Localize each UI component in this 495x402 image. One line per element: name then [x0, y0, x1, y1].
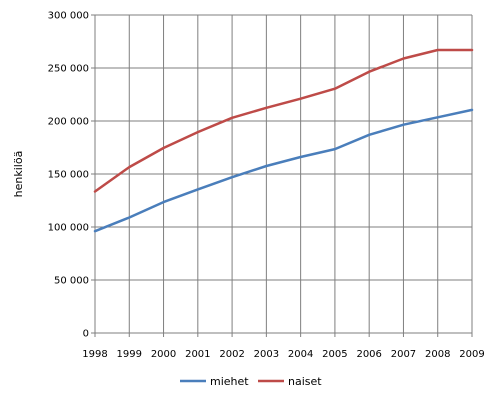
- x-tick-label: 2005: [322, 349, 347, 360]
- y-tick-label: 100 000: [48, 223, 89, 234]
- x-tick-label: 1998: [82, 349, 107, 360]
- y-tick-label: 200 000: [48, 117, 89, 128]
- x-tick-label: 1999: [117, 349, 142, 360]
- y-tick-label: 0: [83, 329, 89, 340]
- x-axis-ticks: 1998 1999 2000 2001 2002 2003 2004 2005 2006 2007…: [82, 333, 485, 360]
- x-tick-label: 2002: [219, 349, 244, 360]
- x-tick-label: 2004: [288, 349, 313, 360]
- y-tick-label: 150 000: [48, 170, 89, 181]
- series-line-naiset: [93, 48, 474, 193]
- series-line-miehet: [93, 108, 474, 233]
- y-axis-ticks: 0 50 000 100 000 150 000 200 000 250 000 300 0…: [48, 11, 95, 340]
- x-tick-label: 2006: [356, 349, 381, 360]
- legend-label-naiset: naiset: [288, 375, 322, 388]
- legend-label-miehet: miehet: [210, 375, 249, 388]
- y-tick-label: 300 000: [48, 11, 89, 22]
- y-tick-label: 50 000: [54, 276, 89, 287]
- x-tick-label: 2000: [151, 349, 176, 360]
- x-tick-label: 2008: [425, 349, 450, 360]
- series-lines: [93, 48, 474, 233]
- y-tick-label: 250 000: [48, 64, 89, 75]
- x-tick-label: 2009: [459, 349, 484, 360]
- x-tick-label: 2001: [185, 349, 210, 360]
- legend: miehet naiset: [180, 375, 322, 388]
- x-tick-label: 2007: [391, 349, 416, 360]
- horizontal-gridlines: [95, 14, 472, 281]
- x-tick-label: 2003: [254, 349, 279, 360]
- y-axis-title: henkilöä: [12, 151, 25, 198]
